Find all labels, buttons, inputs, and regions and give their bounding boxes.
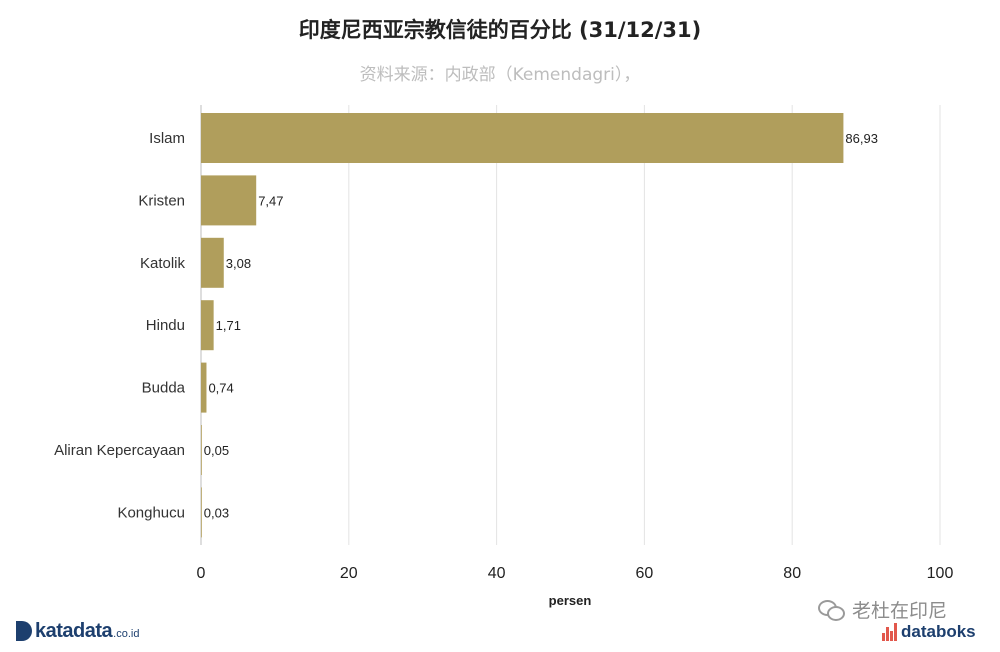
- x-tick-label: 40: [488, 565, 506, 582]
- x-tick-labels: 0 20 40 60 80 100: [197, 565, 954, 582]
- bar-kristen: [201, 175, 257, 226]
- category-label: Kristen: [138, 192, 185, 209]
- x-tick-label: 60: [636, 565, 654, 582]
- katadata-logo-name: katadata: [35, 619, 113, 642]
- x-tick-label: 20: [340, 565, 358, 582]
- bar-katolik: [201, 237, 224, 288]
- bar-islam: [201, 113, 844, 163]
- wechat-account-name: 老杜在印尼: [852, 600, 948, 622]
- wechat-icon: [818, 599, 846, 621]
- katadata-d-icon: [16, 621, 32, 641]
- gridlines: [200, 105, 941, 545]
- data-label: 3,08: [226, 256, 251, 271]
- data-labels: 86,93 7,47 3,08 1,71 0,74 0,05 0,03: [204, 131, 878, 520]
- katadata-logo: katadata .co.id: [16, 618, 139, 644]
- katadata-logo-suffix: .co.id: [113, 628, 140, 640]
- x-tick-label: 100: [927, 565, 954, 582]
- bar-hindu: [201, 300, 214, 351]
- databoks-bars-icon: [882, 623, 898, 641]
- x-axis-title: persen: [549, 593, 592, 608]
- chart-subtitle: 资料来源：内政部（Kemendagri），: [359, 65, 641, 85]
- data-label: 7,47: [258, 193, 283, 208]
- category-label: Katolik: [140, 255, 186, 272]
- data-label: 0,05: [204, 443, 229, 458]
- x-tick-label: 80: [783, 565, 801, 582]
- databoks-logo-name: databoks: [901, 622, 976, 641]
- data-label: 0,03: [204, 505, 229, 520]
- bar-budda: [201, 362, 207, 413]
- category-label: Islam: [149, 130, 185, 147]
- category-label: Konghucu: [117, 504, 185, 521]
- databoks-logo: databoks: [882, 622, 976, 642]
- chart-title: 印度尼西亚宗教信徒的百分比 (31/12/31): [298, 18, 702, 42]
- x-tick-label: 0: [197, 565, 206, 582]
- wechat-watermark: 老杜在印尼: [818, 596, 947, 623]
- category-label: Aliran Kepercayaan: [54, 442, 185, 459]
- category-labels: Islam Kristen Katolik Hindu Budda Aliran Kepe…: [54, 130, 186, 521]
- category-label: Budda: [142, 380, 186, 397]
- data-label: 86,93: [845, 131, 878, 146]
- data-label: 1,71: [216, 318, 241, 333]
- bar-aliran-kepercayaan: [201, 425, 202, 475]
- category-label: Hindu: [146, 317, 185, 334]
- bar-konghucu: [201, 487, 202, 538]
- data-label: 0,74: [208, 381, 233, 396]
- bars: [201, 113, 844, 538]
